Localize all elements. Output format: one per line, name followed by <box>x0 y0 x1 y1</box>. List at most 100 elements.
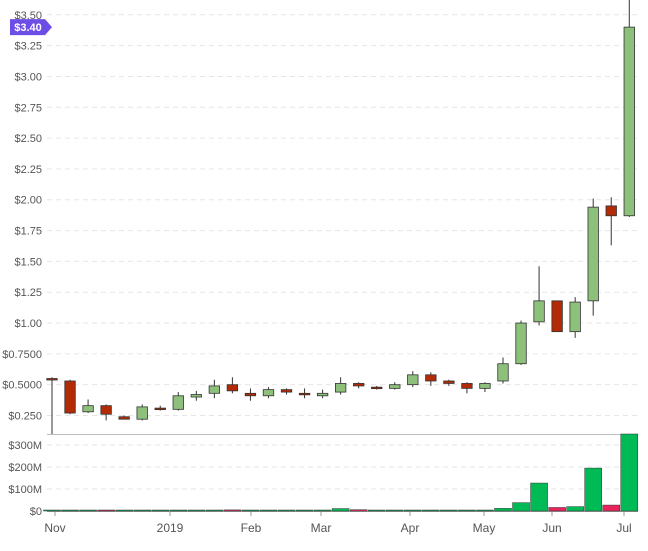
date-x-axis: Nov 2019 Feb Mar Apr May Jun Jul <box>44 511 632 535</box>
price-tick-label: $3.50 <box>14 10 42 22</box>
candle-body-down <box>118 416 130 420</box>
candle <box>244 388 257 401</box>
volume-bar <box>602 504 620 512</box>
price-tick-label: $3.00 <box>14 71 42 83</box>
candle <box>551 300 563 333</box>
volume-bar <box>295 509 314 512</box>
volume-tick-label: $300M <box>8 440 42 452</box>
candle-body-up <box>407 374 419 386</box>
candle-body-down <box>298 392 311 396</box>
volume-bar <box>79 509 97 512</box>
candle <box>172 392 184 411</box>
x-tick-label: Feb <box>241 521 262 535</box>
candle-body-up <box>623 26 635 217</box>
candle <box>623 0 635 217</box>
volume-bar <box>43 509 61 512</box>
volume-bar <box>494 508 512 512</box>
price-tick-label: $1.75 <box>14 226 42 238</box>
price-tick-label: $0.7500 <box>2 349 42 361</box>
volume-bar <box>367 509 386 512</box>
price-tick-label: $1.25 <box>14 287 42 299</box>
candle-body-down <box>461 383 473 389</box>
volume-tick-label: $0 <box>30 506 42 518</box>
candle <box>587 198 599 316</box>
candle <box>569 297 581 338</box>
candle-body-up <box>497 363 509 382</box>
candle <box>407 371 419 388</box>
candle-body-down <box>100 405 112 415</box>
candle <box>64 379 76 415</box>
candle-body-up <box>515 322 527 365</box>
candle-body-up <box>136 406 148 420</box>
volume-bar <box>512 502 530 512</box>
volume-bar <box>422 509 440 512</box>
candle-body-up <box>262 389 275 397</box>
candle <box>190 390 202 401</box>
candle <box>497 357 509 384</box>
candle <box>46 377 58 434</box>
volume-bar <box>277 509 296 512</box>
candle <box>515 320 527 365</box>
volume-bar <box>205 509 224 512</box>
x-tick-label: Mar <box>311 521 332 535</box>
x-tick-label: Jul <box>616 521 631 535</box>
volume-bar <box>241 509 260 512</box>
volume-bar <box>584 467 602 512</box>
grid-lines <box>47 14 638 490</box>
volume-bar <box>349 509 368 512</box>
x-tick-label: Nov <box>44 521 65 535</box>
price-tick-label: $0.5000 <box>2 380 42 392</box>
candle <box>479 382 491 393</box>
candle-body-up <box>334 383 347 393</box>
candle <box>298 388 311 399</box>
volume-bar <box>331 508 350 512</box>
volume-bar <box>566 506 584 512</box>
candle <box>262 387 275 399</box>
candle-body-up <box>172 395 184 410</box>
last-price-badge-shape <box>10 19 52 36</box>
candle <box>605 197 617 246</box>
volume-tick-label: $100M <box>8 484 42 496</box>
volume-tick-label: $200M <box>8 462 42 474</box>
x-tick-label: May <box>473 521 496 535</box>
volume-bar <box>313 509 332 512</box>
x-tick-label: Jun <box>542 521 561 535</box>
volume-bar <box>620 433 639 512</box>
candle <box>461 382 473 394</box>
volume-bar <box>404 509 422 512</box>
volume-bar <box>133 509 151 512</box>
candle-body-down <box>605 205 617 217</box>
candle-body-up <box>587 206 599 302</box>
candle-body-down <box>280 389 293 393</box>
candle <box>443 379 455 386</box>
price-y-axis: $0.250 $0.5000 $0.7500 $1.00 $1.25 $1.50 $1.75… <box>2 10 42 423</box>
candle-body-down <box>46 378 58 381</box>
candle <box>82 399 94 414</box>
price-tick-label: $1.00 <box>14 318 42 330</box>
candle-body-down <box>226 384 239 392</box>
price-tick-label: $2.75 <box>14 102 42 114</box>
candle <box>316 389 329 399</box>
candle <box>425 372 437 386</box>
price-tick-label: $3.25 <box>14 41 42 53</box>
price-tick-label: $2.50 <box>14 133 42 145</box>
candle-body-up <box>316 392 329 397</box>
volume-bar <box>476 509 494 512</box>
volume-bar <box>61 509 79 512</box>
volume-y-axis: $0 $100M $200M $300M <box>8 440 42 518</box>
candle-body-down <box>154 407 166 411</box>
price-tick-label: $2.00 <box>14 195 42 207</box>
candle-body-up <box>190 394 202 398</box>
candle-body-up <box>82 405 94 413</box>
price-tick-label: $0.250 <box>8 411 42 423</box>
volume-bar <box>115 509 133 512</box>
candle <box>208 379 221 399</box>
candle-body-up <box>533 300 545 323</box>
candle <box>226 377 239 394</box>
candle <box>100 404 112 421</box>
candle-body-down <box>425 374 437 382</box>
candle <box>371 385 383 390</box>
candle-body-up <box>208 385 221 394</box>
price-tick-label: $2.25 <box>14 164 42 176</box>
